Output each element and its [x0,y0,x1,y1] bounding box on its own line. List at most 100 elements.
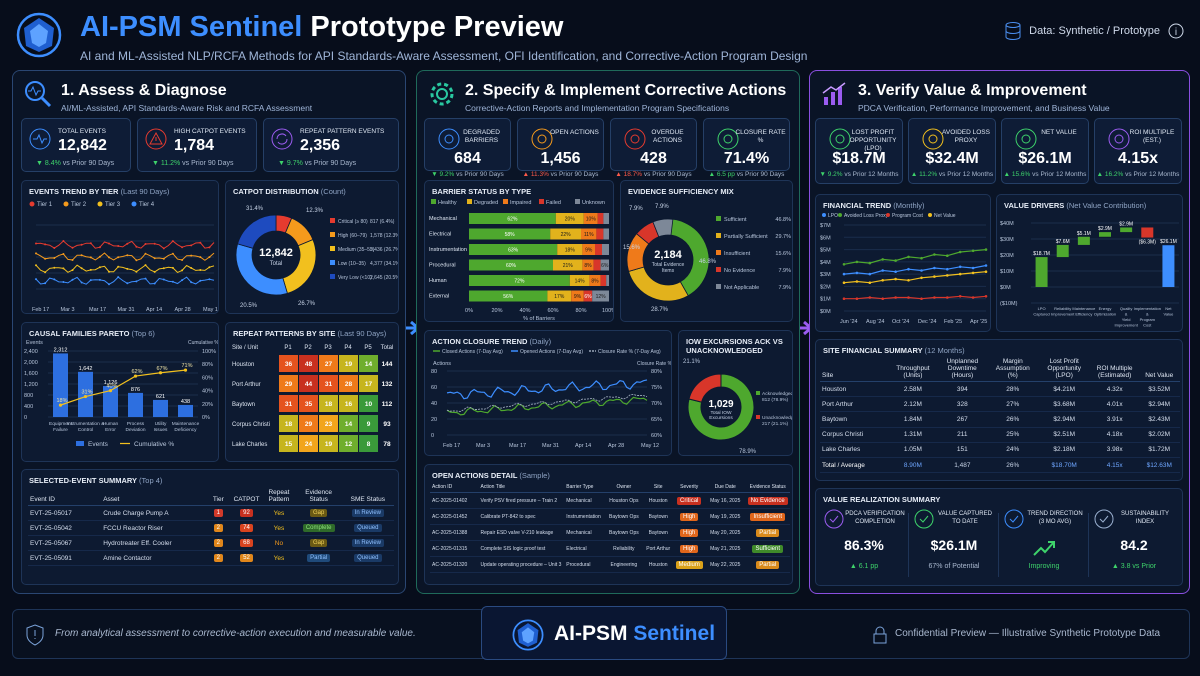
x-tick: Apr 14 [146,307,162,313]
table-row[interactable]: EVT-25-05017 Crude Charge Pump A 1 92 Yes Gap… [28,505,394,521]
table-row[interactable]: Baytown 1.84M 267 26% $2.94M 3.91x $2.43M [820,411,1180,428]
data-point [62,281,65,283]
table-row[interactable]: Total / Average 8.90M 1,487 26% $18.70M 4.15x… [820,457,1180,474]
realization-card[interactable]: VALUE CAPTURED TO DATE $26.1M 67% of Poten… [908,507,998,583]
table-row[interactable]: Port Arthur 2.12M 328 27% $3.68M 4.01x $2.94M [820,396,1180,413]
data-point [199,279,202,282]
row-label: Mechanical [429,216,457,222]
data-point [117,265,120,268]
table-row[interactable]: AC-2025-01452 Calibrate PT-842 to spec Ins… [430,508,790,525]
table-cell: Complete SIS logic proof test [478,540,565,557]
kpi-card[interactable]: ROI MULTIPLE (EST.) 4.15x ▲ 16.2% vs Prior… [1094,118,1182,184]
table-row[interactable]: EVT-25-05042 FCCU Reactor Riser 2 74 Yes Comp… [28,520,394,536]
table-cell: $18.70M [1037,457,1091,474]
table-cell: Corpus Christi [820,427,890,443]
table-cell: 8.90M [889,457,937,474]
open-actions-panel: OPEN ACTIONS DETAIL (Sample) Action ID Ac… [424,464,793,585]
kpi-card[interactable]: LOST PROFIT OPPORTUNITY (LPO) $18.7M ▼ 9.2… [815,118,903,184]
kpi-repeat-pattern[interactable]: REPEAT PATTERN EVENTS 2,356 ▼ 9.7% vs Pr… [263,118,399,172]
donut-total-label: Total Evidence [652,262,685,268]
data-point [958,265,962,269]
table-cell: 52 [230,550,263,566]
table-cell: 151 [936,442,989,458]
table-cell: $2.02M [1138,427,1180,443]
legend-label: Tier 2 [71,202,87,208]
data-point [199,241,202,244]
heat-value: 19 [325,441,333,448]
segment-label: 8% [584,263,592,269]
table-row[interactable]: AC-2025-01388 Repair ESD valve V-210 leak… [430,524,790,541]
series-line [844,295,987,300]
row-label: Port Arthur [232,382,261,388]
table-cell: 267 [936,411,989,428]
cell-value: 26% [1006,461,1020,469]
data-point [208,266,211,269]
table-cell: $3.52M [1138,381,1180,398]
realization-card[interactable]: TREND DIRECTION (3 MO AVG) Improving [998,507,1088,583]
data-point [881,279,884,282]
donut-total-label: Items [662,268,675,274]
stacked-bar [600,259,609,271]
donut-slice [688,373,722,403]
category-label: Utility [155,421,167,427]
delta-compare: vs Prior 12 Months [937,171,994,178]
cell-value: $18.70M [1051,461,1077,469]
events-trend-chart: Tier 1 Tier 2 Tier 3 Tier 4 Feb 17 Mar 3 Mar 1… [29,201,218,313]
kpi-delta: ▲ 16.2% vs Prior 12 Months [1095,171,1181,178]
heat-value: 29 [305,421,313,428]
kpi-total-events[interactable]: TOTAL EVENTS 12,842 ▼ 8.4% vs Prior 90 D… [21,118,131,172]
kpi-label: OPEN ACTIONS [550,129,599,136]
legend-label: Insufficient [724,251,751,257]
table-cell: 4.15x [1090,457,1139,474]
y2-tick: 20% [202,402,213,408]
kpi-high-catpot[interactable]: HIGH CATPOT EVENTS 1,784 ▼ 11.2% vs Prio… [137,118,257,172]
table-cell: EVT-25-05091 [28,550,102,566]
table-row[interactable]: Corpus Christi 1.31M 211 25% $2.51M 4.18x $2.0… [820,427,1180,443]
stacked-bar [469,290,548,302]
table-row[interactable]: AC-2025-01320 Update operating procedure … [430,556,790,573]
realization-card[interactable]: PDCA VERIFICATION COMPLETION 86.3% ▲ 6.1 p… [820,507,908,583]
table-row[interactable]: EVT-25-05067 Hydrotreater Eff. Cooler 2 68 N… [28,535,394,551]
status-badge: Complete [302,524,335,532]
realization-note: Improving [1028,563,1060,570]
slice-label: 46.8% [699,259,717,265]
legend-swatch [756,391,760,395]
kpi-card[interactable]: DEGRADED BARRIERS 684 ▼ 9.2% vs Prior 90 D… [424,118,511,178]
y2-tick: 70% [651,401,662,407]
data-point [984,270,988,273]
info-icon[interactable]: i [1168,23,1184,39]
data-point [98,278,101,281]
kpi-card[interactable]: AVOIDED LOSS PROXY $32.4M ▲ 11.2% vs Prior… [908,118,996,184]
heat-value: 23 [325,421,333,428]
realization-card[interactable]: SUSTAINABILITY INDEX 84.2 ▲ 3.8 vs Prior [1088,507,1178,583]
stacked-bar [469,275,570,286]
slice-label: 20.5% [240,303,258,309]
y2-axis-label: Closure Rate % [637,361,672,367]
data-point [171,252,174,255]
kpi-card[interactable]: NET VALUE $26.1M ▲ 15.6% vs Prior 12 Month… [1001,118,1089,184]
heat-value: 18 [325,401,333,408]
svg-text:i: i [1175,27,1177,38]
data-point [190,254,193,257]
table-row[interactable]: AC-2025-01315 Complete SIS logic proof te… [430,540,790,557]
category-label: Improvement [1114,323,1138,328]
kpi-card[interactable]: OVERDUE ACTIONS 428 ▲ 18.7% vs Prior 90 Da… [610,118,697,178]
kpi-card[interactable]: OPEN ACTIONS 1,456 ▲ 11.3% vs Prior 90 Day… [517,118,604,178]
data-point [135,259,138,262]
table-row[interactable]: Lake Charles 1.05M 151 24% $2.18M 3.98x $1.72M [820,442,1180,458]
legend-dot [928,213,932,217]
x-axis-label: % of Barriers [523,316,555,322]
y-tick: $3M [820,272,831,278]
table-cell: 3.91x [1090,411,1139,428]
heat-cell [339,415,358,432]
cell-value: $12.63M [1146,461,1172,469]
x-tick: Feb 17 [443,443,460,449]
heat-value: 16 [345,401,353,408]
data-point [958,295,962,298]
table-row[interactable]: Houston 2.58M 394 28% $4.21M 4.32x $3.52M [820,381,1180,398]
cell-value: Total / Average [822,461,865,469]
kpi-card[interactable]: CLOSURE RATE % 71.4% ▲ 6.5 pp vs Prior 90 … [703,118,790,178]
row-total: 132 [382,381,393,388]
table-row[interactable]: AC-2025-01402 Verify PSV fired pressure –… [430,492,790,509]
table-row[interactable]: EVT-25-05091 Amine Contactor 2 52 Yes Partial… [28,550,394,566]
